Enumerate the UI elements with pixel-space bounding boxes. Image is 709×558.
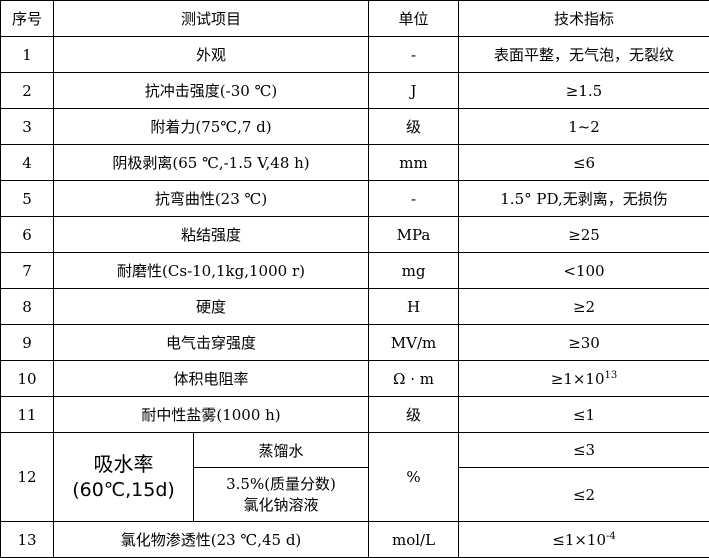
header-unit: 单位 bbox=[369, 1, 459, 37]
tech-spec: <100 bbox=[459, 253, 709, 289]
table-row: 9 电气击穿强度 MV/m ≥30 bbox=[1, 325, 709, 361]
tech-spec: 表面平整，无气泡，无裂纹 bbox=[459, 37, 709, 73]
test-item: 耐磨性(Cs-10,1kg,1000 r) bbox=[54, 253, 369, 289]
unit: H bbox=[369, 289, 459, 325]
header-spec: 技术指标 bbox=[459, 1, 709, 37]
tech-spec: ≥25 bbox=[459, 217, 709, 253]
test-item: 粘结强度 bbox=[54, 217, 369, 253]
table-row: 2 抗冲击强度(-30 ℃) J ≥1.5 bbox=[1, 73, 709, 109]
row-number: 1 bbox=[1, 37, 54, 73]
table-row: 8 硬度 H ≥2 bbox=[1, 289, 709, 325]
tech-spec: ≥2 bbox=[459, 289, 709, 325]
table-row: 10 体积电阻率 Ω · m ≥1×1013 bbox=[1, 361, 709, 397]
sub-item: 蒸馏水 bbox=[194, 433, 369, 468]
table-row: 4 阴极剥离(65 ℃,-1.5 V,48 h) mm ≤6 bbox=[1, 145, 709, 181]
tech-spec: ≤6 bbox=[459, 145, 709, 181]
spec-value-base: ≥1×10 bbox=[551, 370, 605, 388]
test-item: 氯化物渗透性(23 ℃,45 d) bbox=[54, 522, 369, 558]
unit: mol/L bbox=[369, 522, 459, 558]
row-number: 13 bbox=[1, 522, 54, 558]
unit: % bbox=[369, 433, 459, 522]
unit: mm bbox=[369, 145, 459, 181]
spec-value-exponent: -4 bbox=[606, 531, 616, 542]
sub-item-line1: 3.5%(质量分数) bbox=[196, 474, 366, 494]
tech-spec: ≤3 bbox=[459, 433, 709, 468]
test-item: 体积电阻率 bbox=[54, 361, 369, 397]
sub-item-line2: 氯化钠溶液 bbox=[196, 495, 366, 515]
table-row: 3 附着力(75℃,7 d) 级 1~2 bbox=[1, 109, 709, 145]
tech-spec: ≤1 bbox=[459, 397, 709, 433]
tech-spec: ≥30 bbox=[459, 325, 709, 361]
row-number: 12 bbox=[1, 433, 54, 522]
row-number: 10 bbox=[1, 361, 54, 397]
row-number: 6 bbox=[1, 217, 54, 253]
row-number: 2 bbox=[1, 73, 54, 109]
tech-spec: ≥1×1013 bbox=[459, 361, 709, 397]
unit: - bbox=[369, 37, 459, 73]
tech-spec: ≤2 bbox=[459, 468, 709, 522]
test-item: 吸水率 (60℃,15d) bbox=[54, 433, 194, 522]
table-row: 13 氯化物渗透性(23 ℃,45 d) mol/L ≤1×10-4 bbox=[1, 522, 709, 558]
test-item: 阴极剥离(65 ℃,-1.5 V,48 h) bbox=[54, 145, 369, 181]
row-number: 3 bbox=[1, 109, 54, 145]
test-item: 耐中性盐雾(1000 h) bbox=[54, 397, 369, 433]
tech-spec: ≥1.5 bbox=[459, 73, 709, 109]
header-item: 测试项目 bbox=[54, 1, 369, 37]
test-item: 外观 bbox=[54, 37, 369, 73]
unit: MV/m bbox=[369, 325, 459, 361]
unit: 级 bbox=[369, 397, 459, 433]
tech-spec: 1~2 bbox=[459, 109, 709, 145]
tech-spec: ≤1×10-4 bbox=[459, 522, 709, 558]
row-number: 4 bbox=[1, 145, 54, 181]
row-number: 8 bbox=[1, 289, 54, 325]
header-no: 序号 bbox=[1, 1, 54, 37]
sub-item: 3.5%(质量分数) 氯化钠溶液 bbox=[194, 468, 369, 522]
test-item: 抗冲击强度(-30 ℃) bbox=[54, 73, 369, 109]
test-item: 硬度 bbox=[54, 289, 369, 325]
row-number: 11 bbox=[1, 397, 54, 433]
unit: - bbox=[369, 181, 459, 217]
test-item: 附着力(75℃,7 d) bbox=[54, 109, 369, 145]
table-row: 12 吸水率 (60℃,15d) 蒸馏水 % ≤3 bbox=[1, 433, 709, 468]
table-row: 5 抗弯曲性(23 ℃) - 1.5° PD,无剥离，无损伤 bbox=[1, 181, 709, 217]
unit: Ω · m bbox=[369, 361, 459, 397]
header-row: 序号 测试项目 单位 技术指标 bbox=[1, 1, 709, 37]
unit: MPa bbox=[369, 217, 459, 253]
unit: mg bbox=[369, 253, 459, 289]
spec-value-base: ≤1×10 bbox=[552, 531, 606, 549]
unit: 级 bbox=[369, 109, 459, 145]
table-row: 7 耐磨性(Cs-10,1kg,1000 r) mg <100 bbox=[1, 253, 709, 289]
test-item: 电气击穿强度 bbox=[54, 325, 369, 361]
test-item-line2: (60℃,15d) bbox=[56, 478, 191, 504]
test-item-line1: 吸水率 bbox=[56, 451, 191, 478]
table-row: 1 外观 - 表面平整，无气泡，无裂纹 bbox=[1, 37, 709, 73]
spec-value-exponent: 13 bbox=[605, 370, 618, 381]
table-row: 11 耐中性盐雾(1000 h) 级 ≤1 bbox=[1, 397, 709, 433]
table-row: 6 粘结强度 MPa ≥25 bbox=[1, 217, 709, 253]
row-number: 9 bbox=[1, 325, 54, 361]
tech-spec: 1.5° PD,无剥离，无损伤 bbox=[459, 181, 709, 217]
unit: J bbox=[369, 73, 459, 109]
row-number: 5 bbox=[1, 181, 54, 217]
test-item: 抗弯曲性(23 ℃) bbox=[54, 181, 369, 217]
row-number: 7 bbox=[1, 253, 54, 289]
